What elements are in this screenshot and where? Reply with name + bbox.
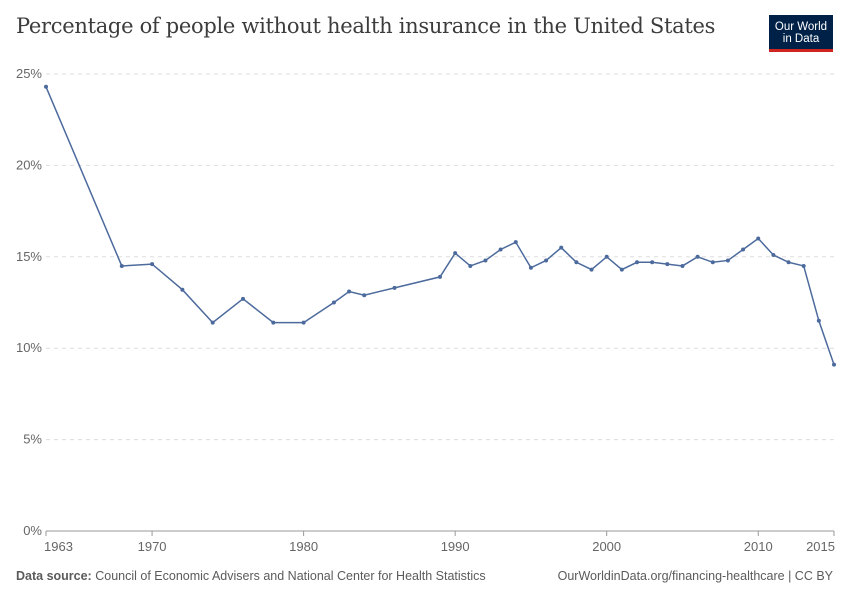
data-point	[150, 262, 155, 267]
chart-title: Percentage of people without health insu…	[16, 14, 716, 38]
y-tick-label: 15%	[16, 249, 42, 264]
data-point	[468, 263, 473, 268]
data-point	[331, 300, 336, 305]
data-point	[453, 251, 458, 256]
y-tick-label: 25%	[16, 66, 42, 81]
data-point	[528, 265, 533, 270]
source-label: Data source:	[16, 569, 92, 583]
x-tick-label: 1963	[44, 539, 73, 554]
data-point	[710, 260, 715, 265]
data-point	[574, 260, 579, 265]
y-tick-label: 0%	[23, 523, 42, 538]
data-point	[301, 320, 306, 325]
logo-line1: Our World	[774, 21, 828, 33]
series-line	[45, 86, 835, 365]
data-point	[44, 84, 48, 89]
data-point	[635, 260, 639, 265]
data-point	[544, 258, 549, 263]
data-source: Data source: Council of Economic Adviser…	[16, 569, 486, 583]
data-point	[619, 267, 624, 272]
data-point	[741, 247, 746, 252]
data-point	[180, 287, 185, 292]
data-point	[241, 296, 245, 301]
data-point	[680, 263, 685, 268]
data-point	[816, 318, 821, 323]
source-url[interactable]: OurWorldinData.org/financing-healthcare …	[557, 569, 833, 583]
data-point	[725, 258, 730, 263]
data-point	[832, 362, 836, 367]
x-tick-label: 1970	[138, 539, 167, 554]
x-tick-label: 2010	[744, 539, 773, 554]
x-tick-label: 1980	[289, 539, 318, 554]
y-tick-label: 5%	[23, 432, 42, 447]
x-tick-label: 2000	[592, 539, 621, 554]
data-point	[650, 260, 655, 265]
data-point	[347, 289, 352, 294]
data-point	[271, 320, 276, 325]
data-point	[756, 236, 761, 241]
data-point	[119, 263, 124, 268]
y-tick-label: 10%	[16, 340, 42, 355]
data-point	[559, 245, 564, 250]
data-point	[483, 258, 488, 263]
data-point	[513, 240, 518, 245]
data-point	[801, 263, 806, 268]
data-point	[589, 267, 594, 272]
data-point	[786, 260, 791, 265]
data-point	[438, 274, 442, 279]
data-point	[695, 254, 700, 259]
data-point	[392, 285, 397, 290]
source-text: Council of Economic Advisers and Nationa…	[95, 569, 486, 583]
data-point	[498, 247, 503, 252]
data-point	[771, 252, 776, 257]
x-tick-label: 2015	[806, 539, 835, 554]
y-tick-label: 20%	[16, 157, 42, 172]
x-tick-label: 1990	[441, 539, 470, 554]
data-point	[604, 254, 609, 259]
data-point	[362, 293, 367, 298]
data-point	[210, 320, 215, 325]
logo-line2: in Data	[782, 33, 820, 45]
line-chart: 0% 5% 10% 15% 20% 25% 1963 1970 1980 1990 2000 2010…	[16, 66, 836, 554]
data-point	[665, 262, 670, 267]
owid-logo[interactable]: Our World in Data	[769, 15, 833, 52]
